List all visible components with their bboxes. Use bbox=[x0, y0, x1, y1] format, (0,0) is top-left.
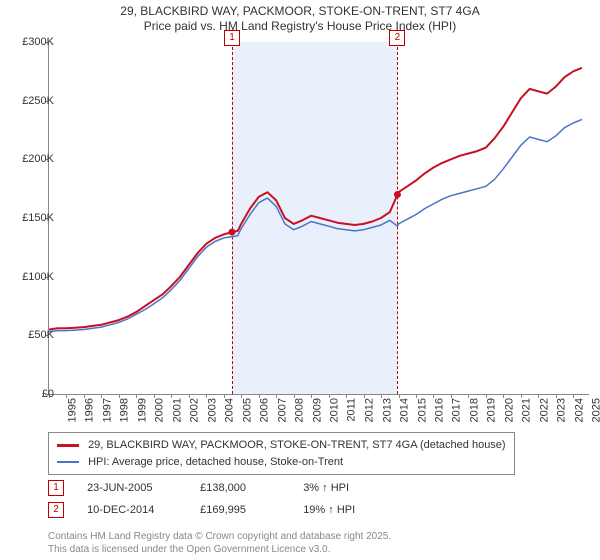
series-line-price_paid bbox=[49, 68, 582, 330]
x-axis-label: 2016 bbox=[433, 398, 445, 422]
x-axis-label: 2005 bbox=[241, 398, 253, 422]
sale-date-1: 23-JUN-2005 bbox=[87, 482, 197, 494]
footer-line-2: This data is licensed under the Open Gov… bbox=[48, 543, 391, 556]
x-axis-label: 2014 bbox=[399, 398, 411, 422]
x-axis-label: 2021 bbox=[521, 398, 533, 422]
x-axis-label: 2003 bbox=[206, 398, 218, 422]
sale-delta-1: 3% ↑ HPI bbox=[303, 482, 349, 494]
x-axis-label: 2006 bbox=[259, 398, 271, 422]
x-axis-label: 2023 bbox=[556, 398, 568, 422]
chart-plot-area: 12 bbox=[48, 42, 589, 395]
y-axis-label: £100K bbox=[12, 271, 54, 283]
x-axis-label: 2009 bbox=[311, 398, 323, 422]
sale-date-2: 10-DEC-2014 bbox=[87, 504, 197, 516]
title-line-2: Price paid vs. HM Land Registry's House … bbox=[0, 19, 600, 34]
x-axis-label: 2022 bbox=[538, 398, 550, 422]
footer-attribution: Contains HM Land Registry data © Crown c… bbox=[48, 530, 391, 556]
x-axis-label: 2012 bbox=[364, 398, 376, 422]
sale-dot bbox=[228, 229, 235, 236]
legend-label-hpi: HPI: Average price, detached house, Stok… bbox=[88, 456, 343, 468]
x-axis-label: 2010 bbox=[329, 398, 341, 422]
chart-svg bbox=[49, 42, 589, 394]
x-axis-label: 1995 bbox=[66, 398, 78, 422]
x-axis-label: 2018 bbox=[468, 398, 480, 422]
x-axis-label: 2000 bbox=[154, 398, 166, 422]
legend-box: 29, BLACKBIRD WAY, PACKMOOR, STOKE-ON-TR… bbox=[48, 432, 515, 475]
x-axis-label: 2011 bbox=[345, 398, 357, 422]
sale-dot bbox=[394, 191, 401, 198]
series-line-hpi bbox=[49, 119, 582, 331]
sale-badge-1: 1 bbox=[48, 480, 64, 496]
sale-row-1: 1 23-JUN-2005 £138,000 3% ↑ HPI bbox=[48, 480, 349, 496]
sale-badge-2: 2 bbox=[48, 502, 64, 518]
sale-price-1: £138,000 bbox=[200, 482, 300, 494]
x-axis-label: 2013 bbox=[381, 398, 393, 422]
title-block: 29, BLACKBIRD WAY, PACKMOOR, STOKE-ON-TR… bbox=[0, 0, 600, 34]
x-axis-label: 2020 bbox=[503, 398, 515, 422]
y-axis-label: £200K bbox=[12, 153, 54, 165]
legend-label-price-paid: 29, BLACKBIRD WAY, PACKMOOR, STOKE-ON-TR… bbox=[88, 439, 506, 451]
legend-item-price-paid: 29, BLACKBIRD WAY, PACKMOOR, STOKE-ON-TR… bbox=[57, 437, 506, 454]
x-axis-label: 2007 bbox=[276, 398, 288, 422]
title-line-1: 29, BLACKBIRD WAY, PACKMOOR, STOKE-ON-TR… bbox=[0, 4, 600, 19]
sale-price-2: £169,995 bbox=[200, 504, 300, 516]
x-axis-label: 1997 bbox=[101, 398, 113, 422]
y-axis-label: £50K bbox=[12, 329, 54, 341]
x-axis-label: 2025 bbox=[591, 398, 600, 422]
y-axis-label: £0 bbox=[12, 388, 54, 400]
legend-swatch-price-paid bbox=[57, 444, 79, 447]
x-axis-label: 2008 bbox=[294, 398, 306, 422]
x-axis-label: 2002 bbox=[189, 398, 201, 422]
x-axis-label: 2017 bbox=[451, 398, 463, 422]
x-axis-label: 2004 bbox=[224, 398, 236, 422]
sale-row-2: 2 10-DEC-2014 £169,995 19% ↑ HPI bbox=[48, 502, 355, 518]
footer-line-1: Contains HM Land Registry data © Crown c… bbox=[48, 530, 391, 543]
sale-delta-2: 19% ↑ HPI bbox=[303, 504, 355, 516]
y-axis-label: £150K bbox=[12, 212, 54, 224]
x-axis-label: 2024 bbox=[573, 398, 585, 422]
x-axis-label: 2001 bbox=[171, 398, 183, 422]
chart-container: 29, BLACKBIRD WAY, PACKMOOR, STOKE-ON-TR… bbox=[0, 0, 600, 560]
x-axis-label: 1996 bbox=[84, 398, 96, 422]
x-axis-label: 2019 bbox=[486, 398, 498, 422]
x-axis-label: 2015 bbox=[416, 398, 428, 422]
y-axis-label: £250K bbox=[12, 95, 54, 107]
legend-swatch-hpi bbox=[57, 461, 79, 463]
y-axis-label: £300K bbox=[12, 36, 54, 48]
x-axis-label: 1998 bbox=[119, 398, 131, 422]
legend-item-hpi: HPI: Average price, detached house, Stok… bbox=[57, 454, 506, 471]
x-axis-label: 1999 bbox=[136, 398, 148, 422]
